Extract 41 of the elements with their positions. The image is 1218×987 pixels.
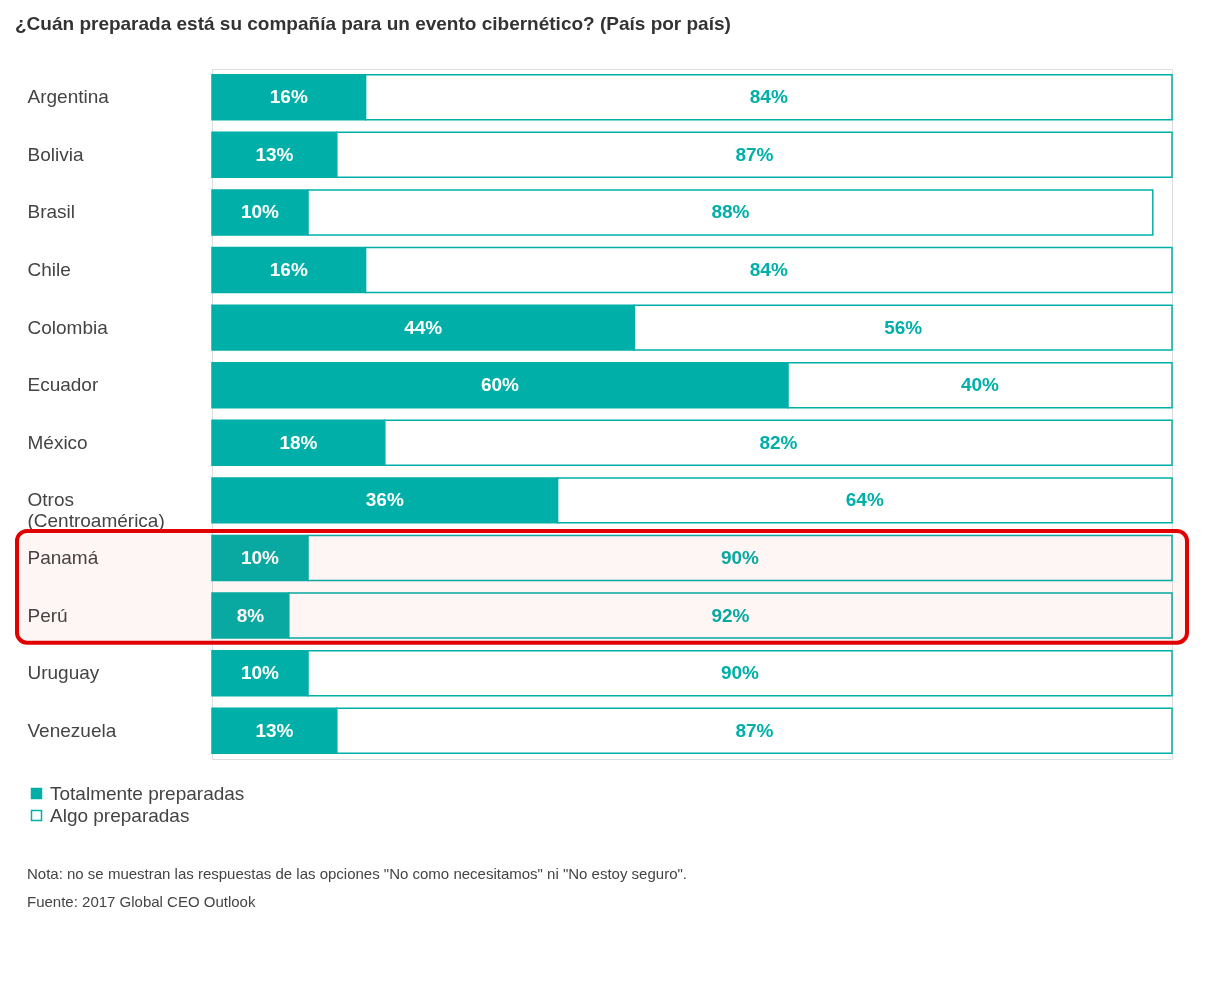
y-tick-label: Panamá	[27, 546, 99, 568]
data-label: 84%	[749, 86, 788, 108]
data-label: 90%	[720, 662, 760, 684]
y-tick-label: Brasil	[27, 201, 76, 223]
y-tick-label: Chile	[27, 259, 71, 281]
y-tick-label: Ecuador	[27, 374, 99, 396]
y-tick-label: Colombia	[27, 316, 109, 338]
data-label: 10%	[240, 201, 280, 223]
text: Nota: no se muestran las respuestas de las opciones "No como necesitamos" ni "No estoy seguro".	[27, 865, 687, 882]
data-label: 40%	[960, 374, 1000, 396]
data-label: 92%	[711, 604, 750, 626]
data-label: 13%	[255, 719, 294, 741]
source-note: Fuente: 2017 Global CEO Outlook	[27, 893, 256, 910]
data-label: 84%	[749, 259, 788, 281]
y-tick-label: Argentina	[27, 86, 110, 108]
data-label: 90%	[720, 546, 760, 568]
data-label: 87%	[735, 143, 774, 165]
y-tick-label: Bolivia	[27, 143, 84, 165]
y-tick-label: Perú	[27, 604, 68, 626]
chart-title: ¿Cuán preparada está su compañía para un evento cibernético? (País por país)	[15, 13, 731, 34]
data-label: 56%	[884, 316, 923, 338]
legend-label: Totalmente preparadas	[50, 782, 245, 804]
data-label: 10%	[240, 662, 280, 684]
y-tick-label: Uruguay	[27, 662, 100, 684]
data-label: 16%	[269, 86, 308, 108]
data-label: 36%	[365, 489, 404, 511]
data-label: 13%	[255, 143, 294, 165]
data-label: 8%	[236, 604, 265, 626]
data-label: 44%	[404, 316, 443, 338]
data-label: 18%	[279, 431, 318, 453]
y-tick-label: Venezuela	[27, 719, 117, 741]
data-label: 16%	[269, 259, 308, 281]
data-label: 64%	[845, 489, 884, 511]
y-tick-label: México	[27, 431, 88, 453]
legend-label: Algo preparadas	[50, 804, 190, 826]
data-label: 87%	[735, 719, 774, 741]
data-label: 10%	[240, 546, 280, 568]
data-label: 88%	[711, 201, 750, 223]
data-label: 60%	[480, 374, 520, 396]
data-label: 82%	[759, 431, 798, 453]
y-tick-label: Otros (Centroamérica)	[27, 489, 165, 532]
